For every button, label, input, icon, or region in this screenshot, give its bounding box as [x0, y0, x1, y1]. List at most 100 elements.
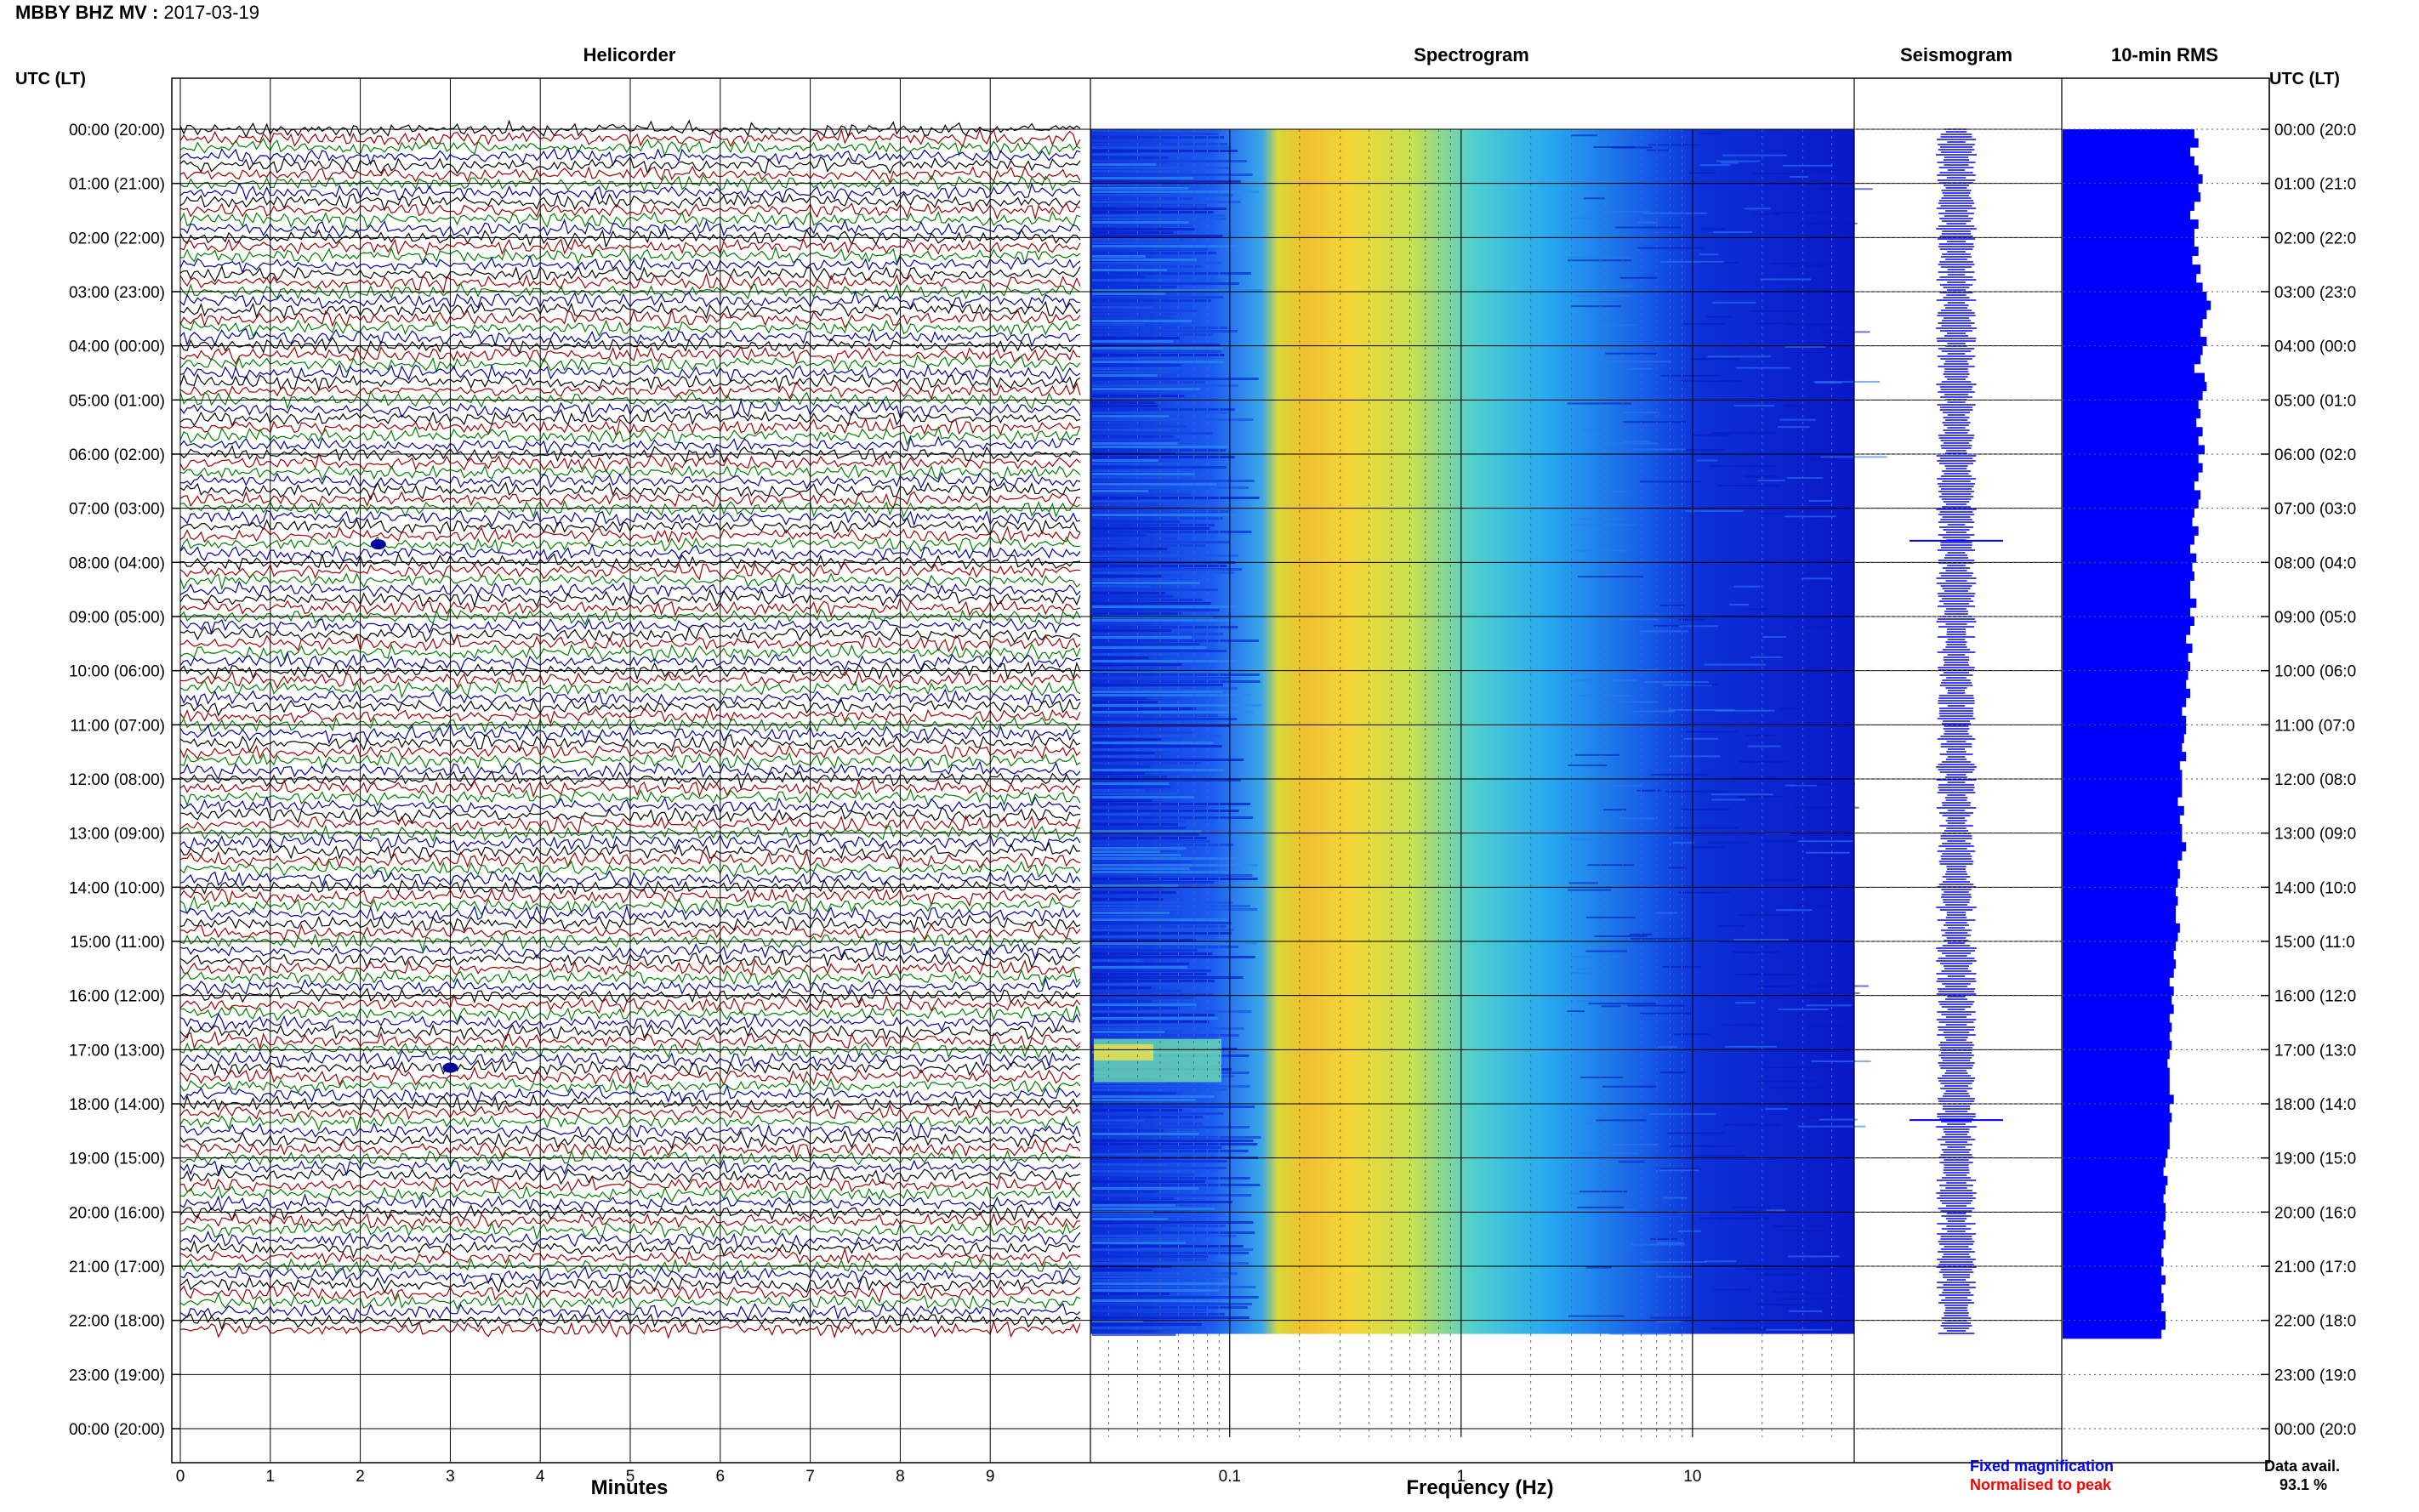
spectrogram-lowfreq-streak	[1092, 1106, 1255, 1108]
spectrogram-lowfreq-streak	[1092, 571, 1235, 574]
spectrogram-highfreq-streak	[1637, 247, 1704, 249]
spectrogram-highfreq-streak	[1754, 213, 1781, 215]
spectrogram-highfreq-streak	[1690, 358, 1740, 361]
spectrogram-lowfreq-streak	[1092, 619, 1236, 622]
spectrogram-lowfreq-streak	[1092, 303, 1154, 305]
spectrogram-lowfreq-streak	[1092, 847, 1187, 850]
rms-bar	[2063, 165, 2199, 175]
spectrogram-lowfreq-streak	[1092, 541, 1231, 543]
record-date: 2017-03-19	[163, 2, 259, 23]
spectrogram-lowfreq-streak	[1092, 609, 1220, 611]
spectrogram-lowfreq-streak	[1092, 735, 1221, 737]
y-tick-label-left: 02:00 (22:00)	[69, 230, 165, 247]
spectrogram-lowfreq-streak	[1092, 1231, 1255, 1234]
spectrogram-highfreq-streak	[1578, 694, 1631, 696]
rms-bar	[2063, 805, 2184, 816]
spectrogram-lowfreq-streak	[1092, 425, 1186, 428]
spectrogram-highfreq-streak	[1807, 1117, 1835, 1119]
spectrogram-lowfreq-streak	[1092, 558, 1182, 560]
spectrogram-lowfreq-streak	[1092, 588, 1218, 591]
spectrogram-lowfreq-streak	[1092, 915, 1168, 918]
spectrogram-lowfreq-streak	[1092, 238, 1178, 241]
y-tick-label-right: 23:00 (19:0	[2274, 1367, 2356, 1384]
spectrogram-highfreq-streak	[1567, 1010, 1585, 1013]
spectrogram-lowfreq-streak	[1092, 255, 1146, 258]
spectrogram-highfreq-streak	[1639, 1012, 1691, 1015]
spectrogram-lowfreq-streak	[1092, 1248, 1254, 1251]
spectrogram-highfreq-streak	[1667, 1132, 1724, 1134]
spectrogram-highfreq-streak	[1788, 1255, 1840, 1258]
spectrogram-highfreq-streak	[1818, 188, 1873, 190]
rms-bar	[2063, 345, 2203, 355]
spectrogram-lowfreq-streak	[1092, 156, 1169, 159]
spectrogram-lowfreq-streak	[1092, 1143, 1258, 1145]
spectrogram-highfreq-streak	[1801, 577, 1832, 580]
spectrogram-highfreq-streak	[1699, 253, 1719, 256]
rms-bar	[2063, 1220, 2164, 1231]
spectrogram-lowfreq-streak	[1092, 942, 1258, 945]
spectrogram-lowfreq-streak	[1092, 990, 1182, 992]
rms-bar	[2063, 878, 2178, 888]
spectrogram-highfreq-streak	[1752, 173, 1813, 175]
spectrogram-highfreq-streak	[1624, 411, 1659, 413]
spectrogram-lowfreq-streak	[1092, 680, 1261, 683]
spectrogram-highfreq-streak	[1656, 1242, 1684, 1244]
spectrogram-lowfreq-streak	[1092, 895, 1160, 897]
spectrogram-lowfreq-streak	[1092, 1085, 1250, 1088]
y-tick-label-right: 21:00 (17:0	[2274, 1259, 2356, 1276]
rms-bar	[2063, 887, 2177, 897]
spectrogram-lowfreq-streak	[1092, 731, 1192, 734]
spectrogram-lowfreq-streak	[1092, 381, 1205, 384]
y-tick-label-left: 06:00 (02:00)	[69, 446, 165, 464]
spectrogram-lowfreq-streak	[1092, 670, 1239, 673]
spectrogram-highfreq-streak	[1733, 1206, 1772, 1208]
legend-fixed-magnification: Fixed magnification	[1970, 1458, 2114, 1475]
spectrogram-lowfreq-streak	[1092, 752, 1154, 754]
spectrogram-lowfreq-streak	[1092, 585, 1151, 588]
spectrogram-lowfreq-streak	[1092, 779, 1241, 782]
spectrogram-lowfreq-streak	[1092, 973, 1207, 975]
spectrogram-lowfreq-streak	[1092, 146, 1232, 149]
spectrogram-lowfreq-streak	[1092, 480, 1255, 482]
rms-bar	[2063, 850, 2183, 861]
spectrogram-highfreq-streak	[1699, 1217, 1760, 1219]
spectrogram-lowfreq-streak	[1092, 160, 1247, 162]
rms-bar	[2063, 842, 2187, 852]
spectrogram-lowfreq-streak	[1092, 490, 1148, 492]
spectrogram-lowfreq-streak	[1092, 830, 1202, 833]
rms-bar	[2063, 292, 2207, 302]
spectrogram-lowfreq-streak	[1092, 820, 1186, 822]
spectrogram-lowfreq-streak	[1092, 531, 1252, 533]
rms-bar	[2063, 174, 2203, 185]
spectrogram-lowfreq-streak	[1092, 786, 1171, 788]
spectrogram-highfreq-streak	[1683, 737, 1719, 740]
spectrogram-highfreq-streak	[1659, 1168, 1702, 1170]
spectrogram-highfreq-streak	[1602, 210, 1650, 213]
rms-bar	[2063, 715, 2187, 725]
y-tick-label-left: 10:00 (06:00)	[69, 663, 165, 681]
spectrogram-highfreq-streak	[1787, 323, 1853, 326]
spectrogram-lowfreq-streak	[1092, 657, 1149, 659]
spectrogram-lowfreq-streak	[1092, 796, 1194, 799]
data-availability-label: Data avail.	[2264, 1458, 2341, 1475]
spectrogram-highfreq-streak	[1663, 684, 1712, 686]
spectrogram-lowfreq-streak	[1092, 854, 1181, 856]
spectrogram-highfreq-streak	[1734, 404, 1775, 406]
spectrogram-highfreq-streak	[1704, 1260, 1736, 1263]
spectrogram-highfreq-streak	[1717, 925, 1745, 928]
spectrogram-lowfreq-streak	[1092, 347, 1224, 350]
rms-bar	[2063, 1302, 2162, 1312]
spectrogram-highfreq-streak	[1627, 367, 1653, 370]
spectrogram-lowfreq-streak	[1092, 840, 1210, 843]
spectrogram-highfreq-streak	[1570, 305, 1621, 308]
rms-bar	[2063, 435, 2199, 446]
rms-bar	[2063, 480, 2194, 491]
spectrogram-lowfreq-streak	[1092, 956, 1255, 958]
spectrogram-highfreq-streak	[1602, 809, 1626, 811]
rms-bar	[2063, 264, 2201, 275]
rms-bar	[2063, 372, 2205, 383]
spectrogram-lowfreq-streak	[1092, 150, 1238, 152]
spectrogram-highfreq-streak	[1581, 182, 1601, 185]
rms-bar	[2063, 607, 2190, 617]
spectrogram-highfreq-streak	[1672, 842, 1694, 844]
